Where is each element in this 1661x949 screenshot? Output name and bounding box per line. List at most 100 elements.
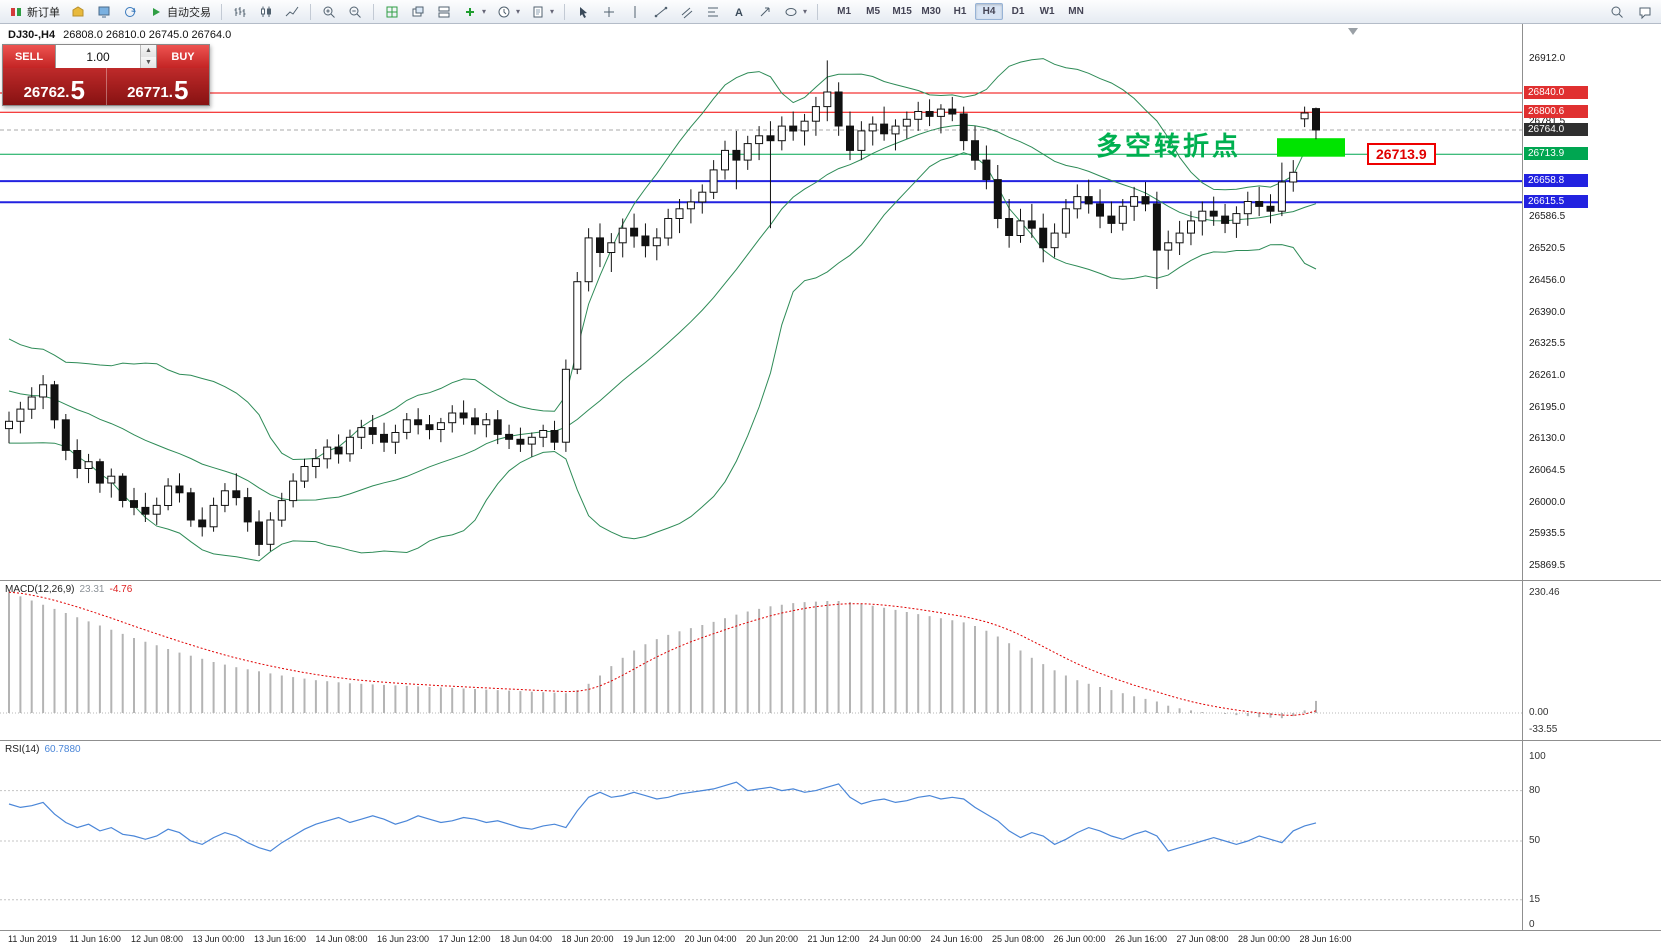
chat-button[interactable]	[1633, 1, 1657, 23]
time-label: 26 Jun 00:00	[1053, 934, 1106, 944]
cascade-windows-icon	[410, 4, 426, 20]
arrange-windows-icon	[436, 4, 452, 20]
timeframe-button-h4[interactable]: H4	[975, 3, 1004, 20]
macd-signal-line	[8, 591, 1317, 716]
toolbar-separator	[817, 3, 819, 20]
timeframe-button-m30[interactable]: M30	[921, 6, 941, 17]
price-axis[interactable]: 26912.0 26781.5 26586.5 26520.5 26456.0 26390…	[1522, 24, 1661, 930]
volume-up-button[interactable]: ▲	[141, 45, 156, 57]
vertical-line-button[interactable]	[623, 1, 647, 23]
toolbar-separator	[310, 3, 311, 20]
bar-chart-icon	[232, 4, 248, 20]
rsi-name: RSI(14)	[5, 744, 40, 755]
text-button[interactable]: A	[727, 1, 751, 23]
autotrading-button[interactable]: 自动交易	[144, 1, 215, 23]
bollinger-middle-band	[8, 124, 1317, 501]
zoom-in-button[interactable]	[317, 1, 341, 23]
volume-box: 1.00 ▲ ▼	[55, 45, 157, 68]
price-tag-26764.0: 26764.0	[1524, 122, 1588, 136]
search-icon	[1609, 4, 1625, 20]
sell-button[interactable]: SELL	[3, 45, 55, 68]
market-watch-icon	[96, 4, 112, 20]
time-label: 27 Jun 08:00	[1176, 934, 1229, 944]
shapes-button[interactable]: ▾	[779, 1, 811, 23]
chart-shift-marker[interactable]	[1348, 28, 1358, 35]
price-tick: 26586.5	[1529, 211, 1566, 223]
bid-price-pip: 5	[70, 75, 85, 106]
volume-input[interactable]: 1.00	[86, 49, 110, 64]
time-label: 11 Jun 2019	[8, 934, 57, 944]
cascade-windows-button[interactable]	[406, 1, 430, 23]
bid-price-button[interactable]: 26762. 5	[3, 68, 107, 105]
arrows-button[interactable]	[753, 1, 777, 23]
crosshair-button[interactable]	[597, 1, 621, 23]
candlestick-chart-button[interactable]	[254, 1, 278, 23]
cursor-button[interactable]	[571, 1, 595, 23]
macd-signal-value: -4.76	[109, 584, 133, 595]
price-tick: 26912.0	[1529, 53, 1566, 64]
fibonacci-button[interactable]	[701, 1, 725, 23]
trendline-button[interactable]	[649, 1, 673, 23]
channel-button[interactable]	[675, 1, 699, 23]
profiles-icon	[70, 4, 86, 20]
toolbar: 新订单 自动交易	[0, 0, 1661, 24]
chart-annotation-text[interactable]: 多空转折点	[1096, 131, 1242, 161]
time-axis[interactable]: 11 Jun 2019 11 Jun 16:00 12 Jun 08:00 13 Ju…	[0, 930, 1661, 949]
market-watch-button[interactable]	[92, 1, 116, 23]
price-tag-26800.6: 26800.6	[1524, 105, 1588, 119]
trade-panel-prices: 26762. 5 26771. 5	[3, 68, 209, 105]
channel-icon	[679, 4, 695, 20]
volume-down-button[interactable]: ▼	[141, 56, 156, 68]
time-label: 20 Jun 20:00	[746, 934, 799, 944]
autotrading-label: 自动交易	[167, 6, 211, 19]
price-chart[interactable]	[0, 24, 1522, 580]
time-label: 18 Jun 04:00	[500, 934, 553, 944]
timeframe-button-m1[interactable]: M1	[837, 6, 852, 17]
line-chart-button[interactable]	[280, 1, 304, 23]
buy-button[interactable]: BUY	[157, 45, 209, 68]
refresh-button[interactable]	[118, 1, 142, 23]
cursor-icon	[575, 4, 591, 20]
line-chart-icon	[284, 4, 300, 20]
signal-price-label[interactable]: 26713.9	[1367, 143, 1436, 165]
arrange-windows-button[interactable]	[432, 1, 456, 23]
rsi-scale-label: 80	[1529, 784, 1541, 796]
new-order-button[interactable]: 新订单	[4, 1, 64, 23]
rsi-chart[interactable]	[0, 741, 1522, 931]
time-label: 13 Jun 16:00	[254, 934, 307, 944]
timeframe-button-d1[interactable]: D1	[1011, 6, 1025, 17]
bar-chart-button[interactable]	[228, 1, 252, 23]
timeframe-button-m5[interactable]: M5	[866, 6, 881, 17]
timeframe-button-w1[interactable]: W1	[1039, 6, 1055, 17]
zoom-out-button[interactable]	[343, 1, 367, 23]
toolbar-separator	[564, 3, 566, 20]
time-label: 16 Jun 23:00	[377, 934, 430, 944]
templates-button[interactable]: ▾	[526, 1, 558, 23]
fibonacci-icon	[705, 4, 721, 20]
time-label: 13 Jun 00:00	[192, 934, 245, 944]
macd-chart[interactable]	[0, 581, 1522, 741]
chart-area: DJ30-,H4 26808.0 26810.0 26745.0 26764.0 …	[0, 24, 1661, 949]
zoom-out-icon	[347, 4, 363, 20]
tile-windows-button[interactable]	[380, 1, 404, 23]
one-click-trade-panel: SELL 1.00 ▲ ▼ BUY 26762. 5 26771. 5	[2, 44, 210, 106]
ask-price-button[interactable]: 26771. 5	[107, 68, 210, 105]
timeframe-button-m15[interactable]: M15	[892, 6, 912, 17]
profiles-button[interactable]	[66, 1, 90, 23]
timeframe-button-mn[interactable]: MN	[1068, 6, 1084, 17]
macd-scale-label: 0.00	[1529, 707, 1549, 718]
rsi-panel: RSI(14) 60.7880	[0, 740, 1661, 930]
price-tick: 26130.0	[1529, 433, 1566, 445]
crosshair-icon	[601, 4, 617, 20]
volume-spinner: ▲ ▼	[140, 45, 156, 68]
macd-panel: MACD(12,26,9) 23.31 -4.76	[0, 580, 1661, 740]
periods-button[interactable]: ▾	[492, 1, 524, 23]
rsi-scale-label: 15	[1529, 893, 1541, 905]
price-tick: 26261.0	[1529, 369, 1566, 381]
time-label: 25 Jun 08:00	[992, 934, 1045, 944]
macd-caption: MACD(12,26,9) 23.31 -4.76	[5, 584, 132, 595]
timeframe-button-h1[interactable]: H1	[953, 6, 967, 17]
search-button[interactable]	[1605, 1, 1629, 23]
indicators-button[interactable]: ▾	[458, 1, 490, 23]
timeframe-toolbar: M1 M5 M15 M30 H1 H4 D1 W1 MN	[830, 3, 1090, 20]
